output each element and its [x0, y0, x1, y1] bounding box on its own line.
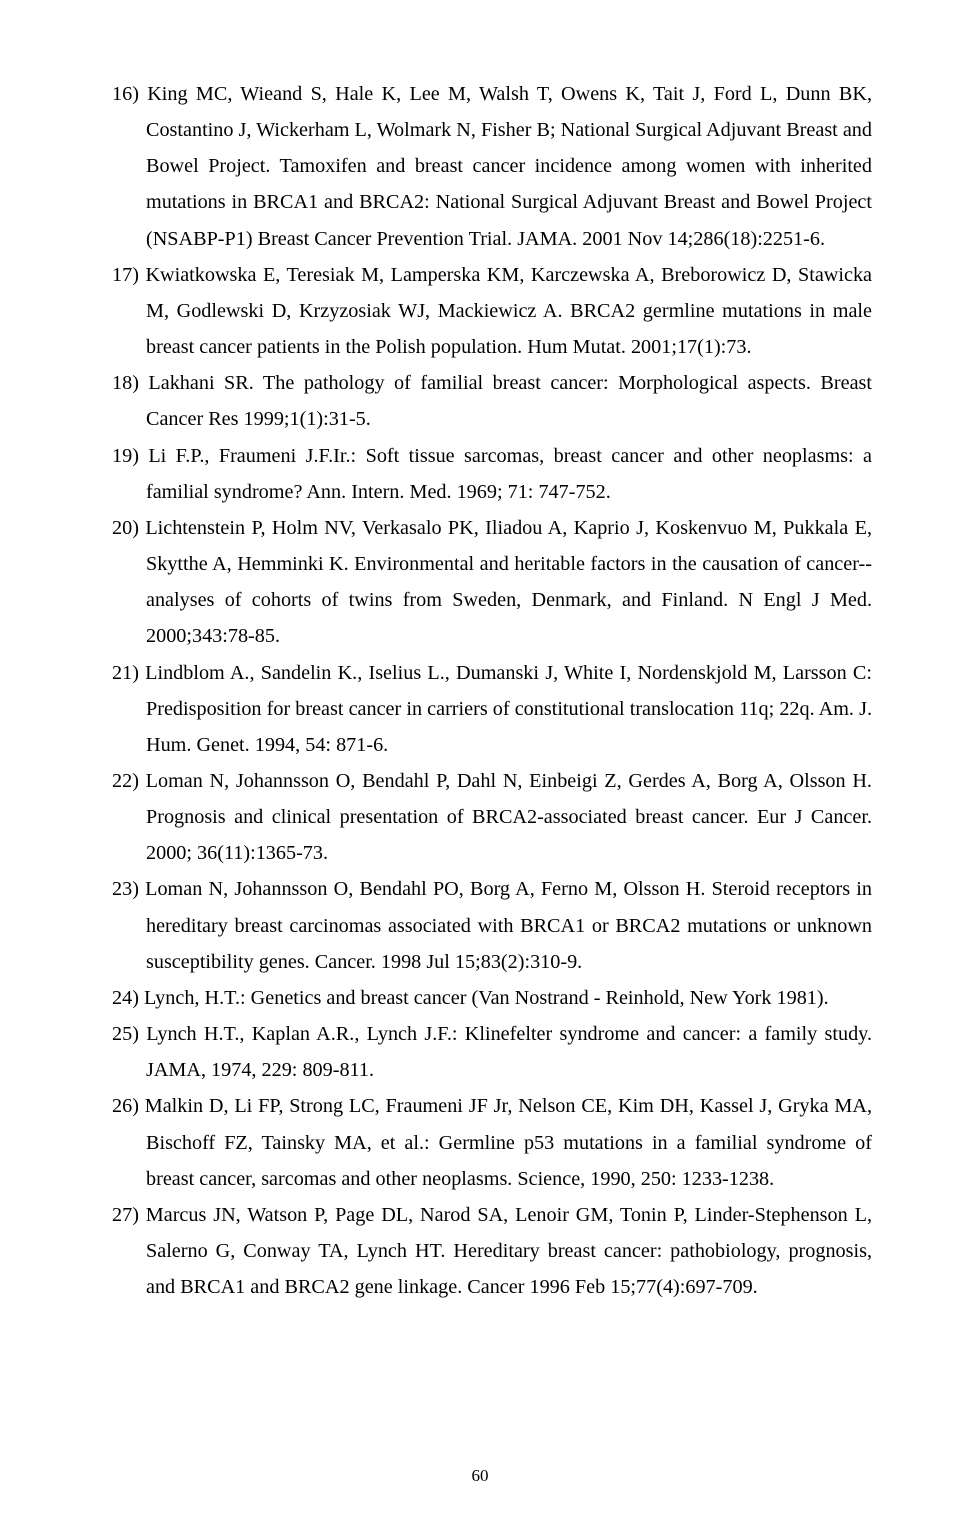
reference-list: King MC, Wieand S, Hale K, Lee M, Walsh … — [112, 76, 872, 1305]
reference-item: Loman N, Johannsson O, Bendahl PO, Borg … — [112, 871, 872, 979]
reference-item: Malkin D, Li FP, Strong LC, Fraumeni JF … — [112, 1088, 872, 1196]
page-number: 60 — [0, 1467, 960, 1484]
reference-item: Loman N, Johannsson O, Bendahl P, Dahl N… — [112, 763, 872, 871]
reference-item: Lichtenstein P, Holm NV, Verkasalo PK, I… — [112, 510, 872, 655]
reference-item: Li F.P., Fraumeni J.F.Ir.: Soft tissue s… — [112, 438, 872, 510]
reference-item: King MC, Wieand S, Hale K, Lee M, Walsh … — [112, 76, 872, 257]
reference-item: Lindblom A., Sandelin K., Iselius L., Du… — [112, 655, 872, 763]
reference-item: Lynch, H.T.: Genetics and breast cancer … — [112, 980, 872, 1016]
reference-item: Marcus JN, Watson P, Page DL, Narod SA, … — [112, 1197, 872, 1305]
reference-item: Lakhani SR. The pathology of familial br… — [112, 365, 872, 437]
page: King MC, Wieand S, Hale K, Lee M, Walsh … — [0, 0, 960, 1522]
reference-item: Lynch H.T., Kaplan A.R., Lynch J.F.: Kli… — [112, 1016, 872, 1088]
reference-item: Kwiatkowska E, Teresiak M, Lamperska KM,… — [112, 257, 872, 365]
